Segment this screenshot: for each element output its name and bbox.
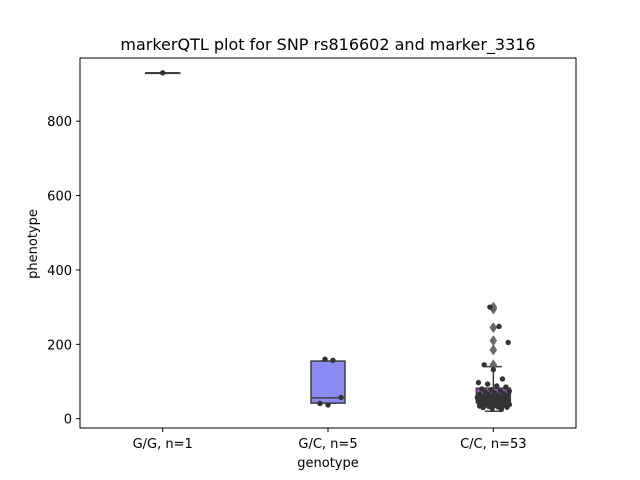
data-point [484, 381, 491, 387]
data-point [506, 388, 513, 394]
x-tick-label: G/G, n=1 [133, 437, 193, 452]
data-point [490, 366, 497, 373]
plot-area [144, 70, 513, 413]
chart-title: markerQTL plot for SNP rs816602 and mark… [120, 35, 535, 55]
data-point [503, 384, 509, 390]
box-outlier-marker [489, 322, 498, 334]
data-point [487, 304, 493, 310]
data-point [475, 379, 482, 386]
y-tick-label: 200 [47, 338, 72, 353]
data-point [322, 356, 328, 362]
data-point [325, 402, 331, 408]
data-point [480, 404, 486, 411]
x-tick-label: G/C, n=5 [298, 437, 357, 452]
x-axis-label: genotype [297, 456, 358, 471]
y-tick-label: 400 [47, 264, 72, 279]
y-axis-label: phenotype [26, 209, 41, 279]
box-outlier-marker [489, 335, 498, 347]
x-tick-label: C/C, n=53 [460, 437, 526, 452]
data-point [338, 394, 344, 401]
box-outlier-marker [489, 344, 498, 356]
data-point [330, 357, 336, 364]
data-point [504, 404, 510, 410]
data-point [317, 400, 323, 407]
data-point [505, 339, 511, 346]
data-point [496, 323, 502, 330]
y-tick-label: 0 [64, 413, 72, 428]
data-point [489, 405, 495, 411]
data-point [481, 362, 487, 368]
data-point [159, 70, 166, 76]
data-point [499, 376, 506, 382]
y-tick-label: 600 [47, 190, 72, 205]
data-point [494, 383, 500, 389]
y-tick-label: 800 [47, 115, 72, 130]
data-point [498, 406, 505, 413]
